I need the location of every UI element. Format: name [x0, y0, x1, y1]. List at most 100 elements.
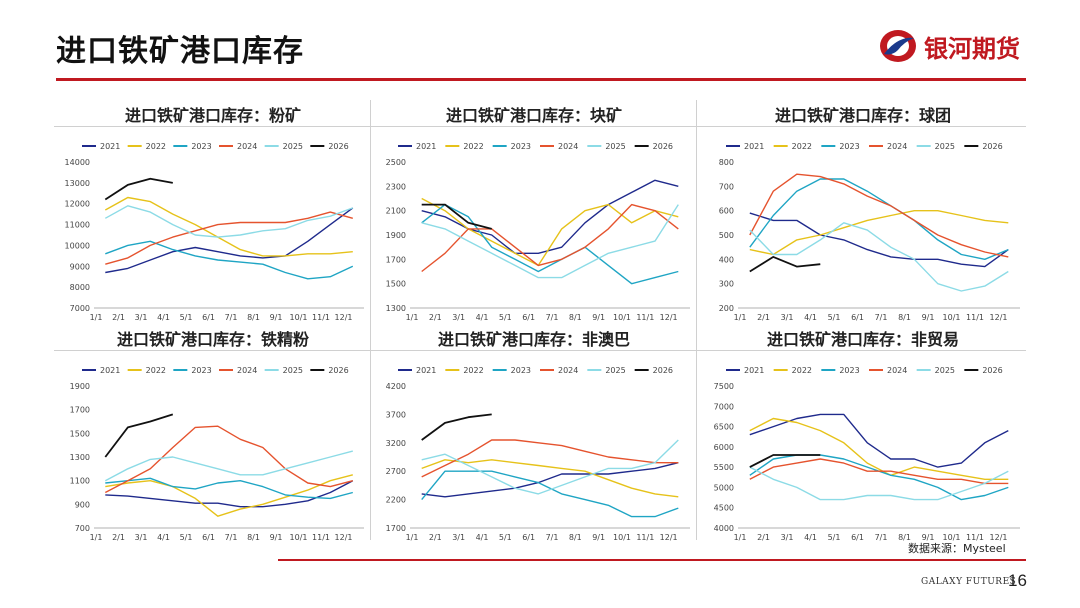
legend-label-2022: 2022	[463, 366, 483, 375]
series-line-2024	[749, 173, 1009, 258]
legend-label-2024: 2024	[237, 142, 257, 151]
chart-svg: 2021 2022 2023 2024 2025 2026 1300 1500 1700 1900…	[386, 142, 690, 322]
x-tick-label: 11/1	[966, 313, 984, 322]
legend-label-2022: 2022	[463, 142, 483, 151]
y-tick-label: 8000	[70, 283, 90, 292]
series-line-2021	[105, 480, 354, 508]
x-tick-label: 5/1	[828, 533, 841, 542]
legend-label-2022: 2022	[146, 366, 166, 375]
x-tick-label: 11/1	[966, 533, 984, 542]
chart-title: 进口铁矿港口库存：非澳巴	[437, 330, 630, 349]
x-tick-label: 8/1	[898, 313, 911, 322]
legend-label-2026: 2026	[653, 366, 673, 375]
x-tick-label: 3/1	[781, 533, 794, 542]
series-line-2026	[749, 454, 821, 468]
legend-label-2025: 2025	[283, 142, 303, 151]
legend-label-2025: 2025	[935, 142, 955, 151]
y-tick-label: 800	[719, 158, 734, 167]
series-line-2025	[749, 466, 1009, 501]
x-tick-label: 7/1	[225, 533, 238, 542]
series-line-2024	[421, 203, 679, 273]
y-tick-label: 2700	[386, 467, 406, 476]
legend-label-2021: 2021	[744, 142, 764, 151]
y-tick-label: 1500	[70, 429, 90, 438]
series-line-2024	[104, 425, 353, 494]
x-tick-label: 3/1	[135, 533, 148, 542]
legend-label-2026: 2026	[328, 142, 348, 151]
series-line-2026	[421, 413, 492, 441]
x-tick-label: 6/1	[522, 313, 535, 322]
chart-fine-ore: 进口铁矿港口库存：粉矿 2021 2022 2023 2024 2025 2026 7000 8…	[56, 102, 370, 326]
x-tick-label: 1/1	[734, 533, 747, 542]
legend-label-2021: 2021	[744, 366, 764, 375]
y-tick-label: 11000	[65, 221, 90, 230]
chart-non-trade: 进口铁矿港口库存：非贸易 2021 2022 2023 2024 2025 2026 4000…	[700, 326, 1026, 546]
chart-title: 进口铁矿港口库存：球团	[774, 106, 951, 125]
y-tick-label: 500	[719, 231, 734, 240]
y-tick-label: 600	[719, 207, 734, 216]
chart-svg: 2021 2022 2023 2024 2025 2026 4000 4500 5000 5500…	[714, 366, 1020, 542]
x-tick-label: 10/1	[613, 533, 631, 542]
x-tick-label: 1/1	[406, 533, 419, 542]
y-tick-label: 7500	[714, 382, 734, 391]
chart-svg: 2021 2022 2023 2024 2025 2026 1700 2200 2700 3200…	[386, 366, 690, 542]
x-tick-label: 9/1	[592, 533, 605, 542]
x-tick-label: 4/1	[804, 533, 817, 542]
y-tick-label: 13000	[65, 179, 90, 188]
x-tick-label: 8/1	[569, 533, 582, 542]
x-tick-label: 5/1	[828, 313, 841, 322]
y-tick-label: 5000	[714, 483, 734, 492]
legend-label-2025: 2025	[605, 142, 625, 151]
x-tick-label: 6/1	[851, 533, 864, 542]
chart-title: 进口铁矿港口库存：粉矿	[124, 106, 301, 125]
x-tick-label: 8/1	[569, 313, 582, 322]
x-tick-label: 8/1	[247, 533, 260, 542]
legend-label-2024: 2024	[887, 366, 907, 375]
x-tick-label: 10/1	[290, 533, 308, 542]
series-line-2025	[421, 204, 679, 279]
series-line-2021	[749, 413, 1009, 468]
column-divider	[696, 100, 697, 540]
series-line-2026	[421, 203, 492, 230]
series-line-2023	[105, 477, 353, 500]
row-divider	[54, 126, 1026, 127]
y-tick-label: 2200	[386, 496, 406, 505]
x-tick-label: 2/1	[757, 313, 770, 322]
x-tick-label: 6/1	[851, 313, 864, 322]
legend-label-2026: 2026	[982, 142, 1002, 151]
y-tick-label: 4500	[714, 504, 734, 513]
header-divider	[56, 78, 1026, 81]
series-line-2022	[104, 196, 353, 257]
x-tick-label: 12/1	[335, 533, 353, 542]
series-line-2021	[421, 179, 679, 255]
x-tick-label: 5/1	[499, 533, 512, 542]
x-tick-label: 2/1	[757, 533, 770, 542]
x-tick-label: 9/1	[270, 313, 283, 322]
x-tick-label: 9/1	[922, 533, 935, 542]
series-line-2026	[749, 256, 821, 273]
legend-label-2023: 2023	[839, 366, 859, 375]
chart-svg: 2021 2022 2023 2024 2025 2026 200 300 400 500 600 7…	[719, 142, 1020, 322]
page-number: 16	[1008, 571, 1027, 590]
y-tick-label: 1100	[70, 477, 90, 486]
series-line-2023	[421, 470, 679, 518]
series-line-2022	[421, 197, 679, 267]
x-tick-label: 8/1	[898, 533, 911, 542]
series-line-2025	[104, 450, 353, 482]
y-tick-label: 1700	[386, 255, 406, 264]
series-line-2022	[421, 459, 679, 498]
x-tick-label: 1/1	[90, 533, 103, 542]
legend-label-2025: 2025	[935, 366, 955, 375]
x-tick-label: 6/1	[522, 533, 535, 542]
y-tick-label: 300	[719, 280, 734, 289]
y-tick-label: 1900	[386, 231, 406, 240]
legend-label-2026: 2026	[653, 142, 673, 151]
y-tick-label: 200	[719, 304, 734, 313]
series-line-2024	[421, 439, 679, 478]
legend-label-2023: 2023	[191, 142, 211, 151]
y-tick-label: 14000	[65, 158, 90, 167]
x-tick-label: 7/1	[546, 313, 559, 322]
x-tick-label: 3/1	[135, 313, 148, 322]
series-line-2021	[105, 207, 354, 274]
legend-label-2022: 2022	[792, 142, 812, 151]
